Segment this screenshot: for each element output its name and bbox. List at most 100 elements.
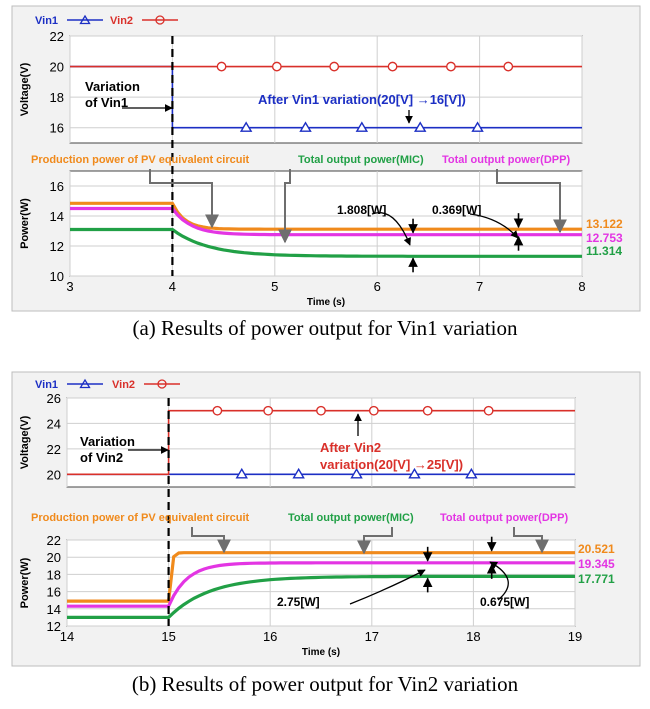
voltage-marker-triangle — [350, 467, 363, 479]
power-axis-label: Power(W) — [19, 557, 31, 608]
voltage-marker-circle — [387, 61, 398, 72]
power-tick-label: 18 — [47, 567, 61, 582]
after-variation-label: After Vin1 variation(20[V] →16[V]) — [258, 92, 466, 107]
voltage-marker-triangle — [355, 121, 369, 132]
voltage-marker-circle — [212, 405, 223, 416]
voltage-marker-triangle — [299, 121, 312, 132]
power-legend-pointer — [149, 169, 219, 229]
power-legend-pointer — [357, 527, 393, 555]
power-panel — [69, 170, 583, 277]
power-end-label: 11.314 — [586, 244, 622, 258]
voltage-tick-label: 22 — [47, 442, 61, 457]
figure-a: 16 18 20 22 10 12 14 16 3 4 5 6 7 8 Time (s) Voltage(V)… — [11, 5, 641, 312]
voltage-marker-circle — [422, 405, 433, 416]
power-end-label: 17.771 — [578, 572, 615, 586]
voltage-marker-circle — [368, 405, 379, 416]
power-legend-label: Production power of PV equivalent circui… — [31, 512, 250, 524]
voltage-tick-label: 18 — [50, 90, 64, 105]
power-tick-label: 20 — [47, 550, 61, 565]
power-legend-pointer — [513, 527, 549, 554]
diff-pointer — [349, 569, 426, 605]
legend-marker-circle — [155, 15, 165, 25]
x-tick-label: 17 — [365, 629, 379, 644]
power-legend-label: Total output power(DPP) — [442, 154, 570, 166]
diff-label: 0.369[W] — [432, 203, 481, 217]
x-tick-label: 3 — [66, 279, 73, 294]
diff-label: 2.75[W] — [277, 595, 320, 609]
voltage-marker-circle — [483, 405, 494, 416]
x-tick-label: 6 — [374, 279, 381, 294]
power-legend-pointer — [496, 169, 567, 234]
x-tick-label: 16 — [263, 629, 277, 644]
variation-label-line: of Vin1 — [85, 95, 128, 110]
legend-marker-triangle — [79, 378, 91, 389]
legend-marker-triangle — [79, 14, 91, 25]
voltage-tick-label: 24 — [47, 416, 61, 431]
power-tick-label: 12 — [50, 239, 64, 254]
power-axis-label: Power(W) — [19, 198, 31, 249]
power-tick-label: 14 — [50, 209, 64, 224]
voltage-tick-label: 20 — [50, 60, 64, 75]
power-legend-label: Production power of PV equivalent circui… — [31, 154, 250, 166]
voltage-axis-label: Voltage(V) — [19, 415, 31, 469]
power-end-label: 19.345 — [578, 557, 615, 571]
x-tick-label: 14 — [60, 629, 74, 644]
power-tick-label: 12 — [47, 619, 61, 634]
x-tick-label: 7 — [476, 279, 483, 294]
after-variation-label: After Vin2 variation(20[V] →25[V]) — [320, 440, 463, 472]
voltage-tick-label: 26 — [47, 391, 61, 406]
power-tick-label: 16 — [50, 179, 64, 194]
voltage-marker-triangle — [471, 121, 484, 132]
caption-a: (a) Results of power output for Vin1 var… — [132, 316, 518, 340]
voltage-tick-label: 20 — [47, 467, 61, 482]
power-panel — [66, 539, 576, 627]
x-axis-label: Time (s) — [307, 297, 345, 308]
variation-label: Variation of Vin1 — [85, 79, 140, 110]
voltage-marker-triangle — [239, 121, 253, 132]
x-tick-label: 15 — [161, 629, 175, 644]
power-legend-label: Total output power(MIC) — [288, 512, 414, 524]
x-tick-label: 8 — [578, 279, 585, 294]
x-tick-label: 5 — [271, 279, 278, 294]
voltage-marker-circle — [216, 61, 227, 72]
power-series-mic — [70, 227, 582, 258]
diff-pointer — [469, 213, 519, 239]
legend-marker-circle — [157, 379, 167, 389]
after-variation-label-line: After Vin2 — [320, 440, 381, 455]
x-axis-label: Time (s) — [302, 647, 340, 658]
power-end-label: 13.122 — [586, 217, 623, 231]
legend-label-vin2: Vin2 — [110, 15, 133, 27]
variation-label-line: Variation — [85, 79, 140, 94]
legend-label-vin1: Vin1 — [35, 379, 58, 391]
after-variation-label-line: After Vin1 variation(20[V] →16[V]) — [258, 92, 466, 107]
power-legend-label: Total output power(DPP) — [440, 512, 568, 524]
power-legend-pointer — [278, 169, 292, 244]
voltage-tick-label: 22 — [50, 29, 64, 44]
power-tick-label: 22 — [47, 533, 61, 548]
diff-pointer — [489, 561, 509, 601]
power-tick-label: 14 — [47, 602, 61, 617]
x-tick-label: 19 — [568, 629, 582, 644]
power-series-pv — [70, 201, 582, 231]
voltage-marker-triangle — [413, 121, 427, 132]
voltage-marker-circle — [503, 61, 514, 72]
legend-label-vin1: Vin1 — [35, 15, 58, 27]
diff-label: 1.808[W] — [337, 203, 386, 217]
voltage-marker-triangle — [408, 467, 421, 479]
voltage-marker-circle — [271, 61, 282, 72]
power-series-dpp — [67, 561, 575, 608]
voltage-marker-circle — [316, 405, 326, 416]
variation-label: Variation of Vin2 — [80, 434, 135, 465]
voltage-marker-circle — [446, 61, 456, 72]
variation-label-line: of Vin2 — [80, 450, 123, 465]
caption-b: (b) Results of power output for Vin2 var… — [131, 672, 519, 696]
voltage-marker-circle — [263, 405, 274, 416]
diff-pointer — [371, 212, 411, 246]
power-tick-label: 10 — [50, 269, 64, 284]
power-legend-pointer — [191, 527, 231, 554]
variation-label-line: Variation — [80, 434, 135, 449]
voltage-marker-triangle — [465, 467, 478, 479]
legend-label-vin2: Vin2 — [112, 379, 135, 391]
x-tick-label: 4 — [169, 279, 176, 294]
